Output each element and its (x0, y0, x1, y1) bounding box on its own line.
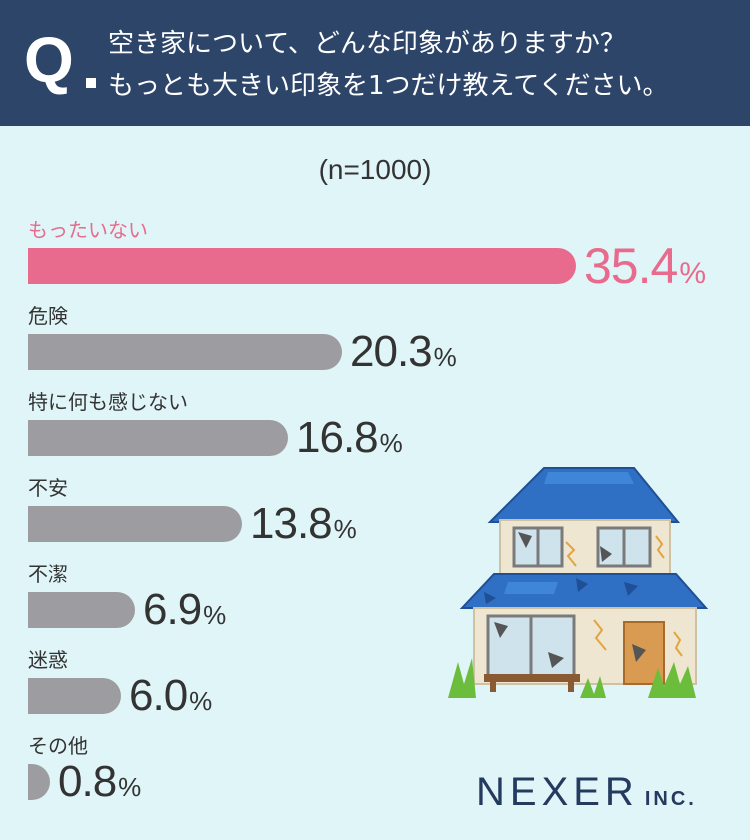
category-label: 不安 (28, 476, 68, 500)
bar (28, 678, 121, 714)
bar (28, 592, 135, 628)
value-number: 0.8 (58, 757, 117, 806)
category-label: 不潔 (28, 562, 68, 586)
abandoned-house-illustration (448, 467, 709, 698)
nexer-logo: NEXER INC. (476, 770, 697, 815)
value-label: 20.3% (350, 328, 457, 386)
value-number: 6.9 (143, 585, 202, 634)
logo-sub: INC. (644, 788, 697, 810)
value-unit: % (189, 686, 213, 716)
value-number: 13.8 (250, 499, 333, 548)
value-unit: % (118, 772, 142, 802)
value-label: 13.8% (250, 500, 357, 558)
logo-main: NEXER (476, 770, 639, 814)
value-unit: % (679, 257, 707, 290)
value-number: 16.8 (296, 413, 379, 462)
value-unit: % (333, 514, 357, 544)
question-header: Q 空き家について、どんな印象がありますか？ もっとも大きい印象を1つだけ教えて… (0, 0, 750, 126)
bar (28, 764, 50, 800)
value-number: 35.4 (584, 238, 678, 294)
value-label: 6.9% (143, 586, 226, 644)
value-label: 0.8% (58, 758, 141, 816)
question-line-2: もっとも大きい印象を1つだけ教えてください。 (108, 71, 669, 101)
category-label: 特に何も感じない (28, 390, 188, 414)
value-unit: % (379, 428, 403, 458)
value-label: 35.4% (584, 241, 707, 303)
value-number: 20.3 (350, 327, 433, 376)
value-unit: % (433, 342, 457, 372)
bar (28, 248, 576, 284)
question-mark: Q (24, 24, 74, 96)
category-label: もったいない (28, 218, 148, 242)
bar (28, 506, 242, 542)
question-line-1: 空き家について、どんな印象がありますか？ (108, 29, 626, 59)
value-label: 16.8% (296, 414, 403, 472)
category-label: その他 (28, 734, 88, 758)
question-dot (86, 78, 96, 88)
value-label: 6.0% (129, 672, 212, 730)
value-number: 6.0 (129, 671, 188, 720)
bar (28, 420, 288, 456)
value-unit: % (203, 600, 227, 630)
bar (28, 334, 342, 370)
sample-size: (n=1000) (318, 154, 432, 185)
category-label: 迷惑 (28, 648, 68, 672)
category-label: 危険 (28, 304, 68, 328)
